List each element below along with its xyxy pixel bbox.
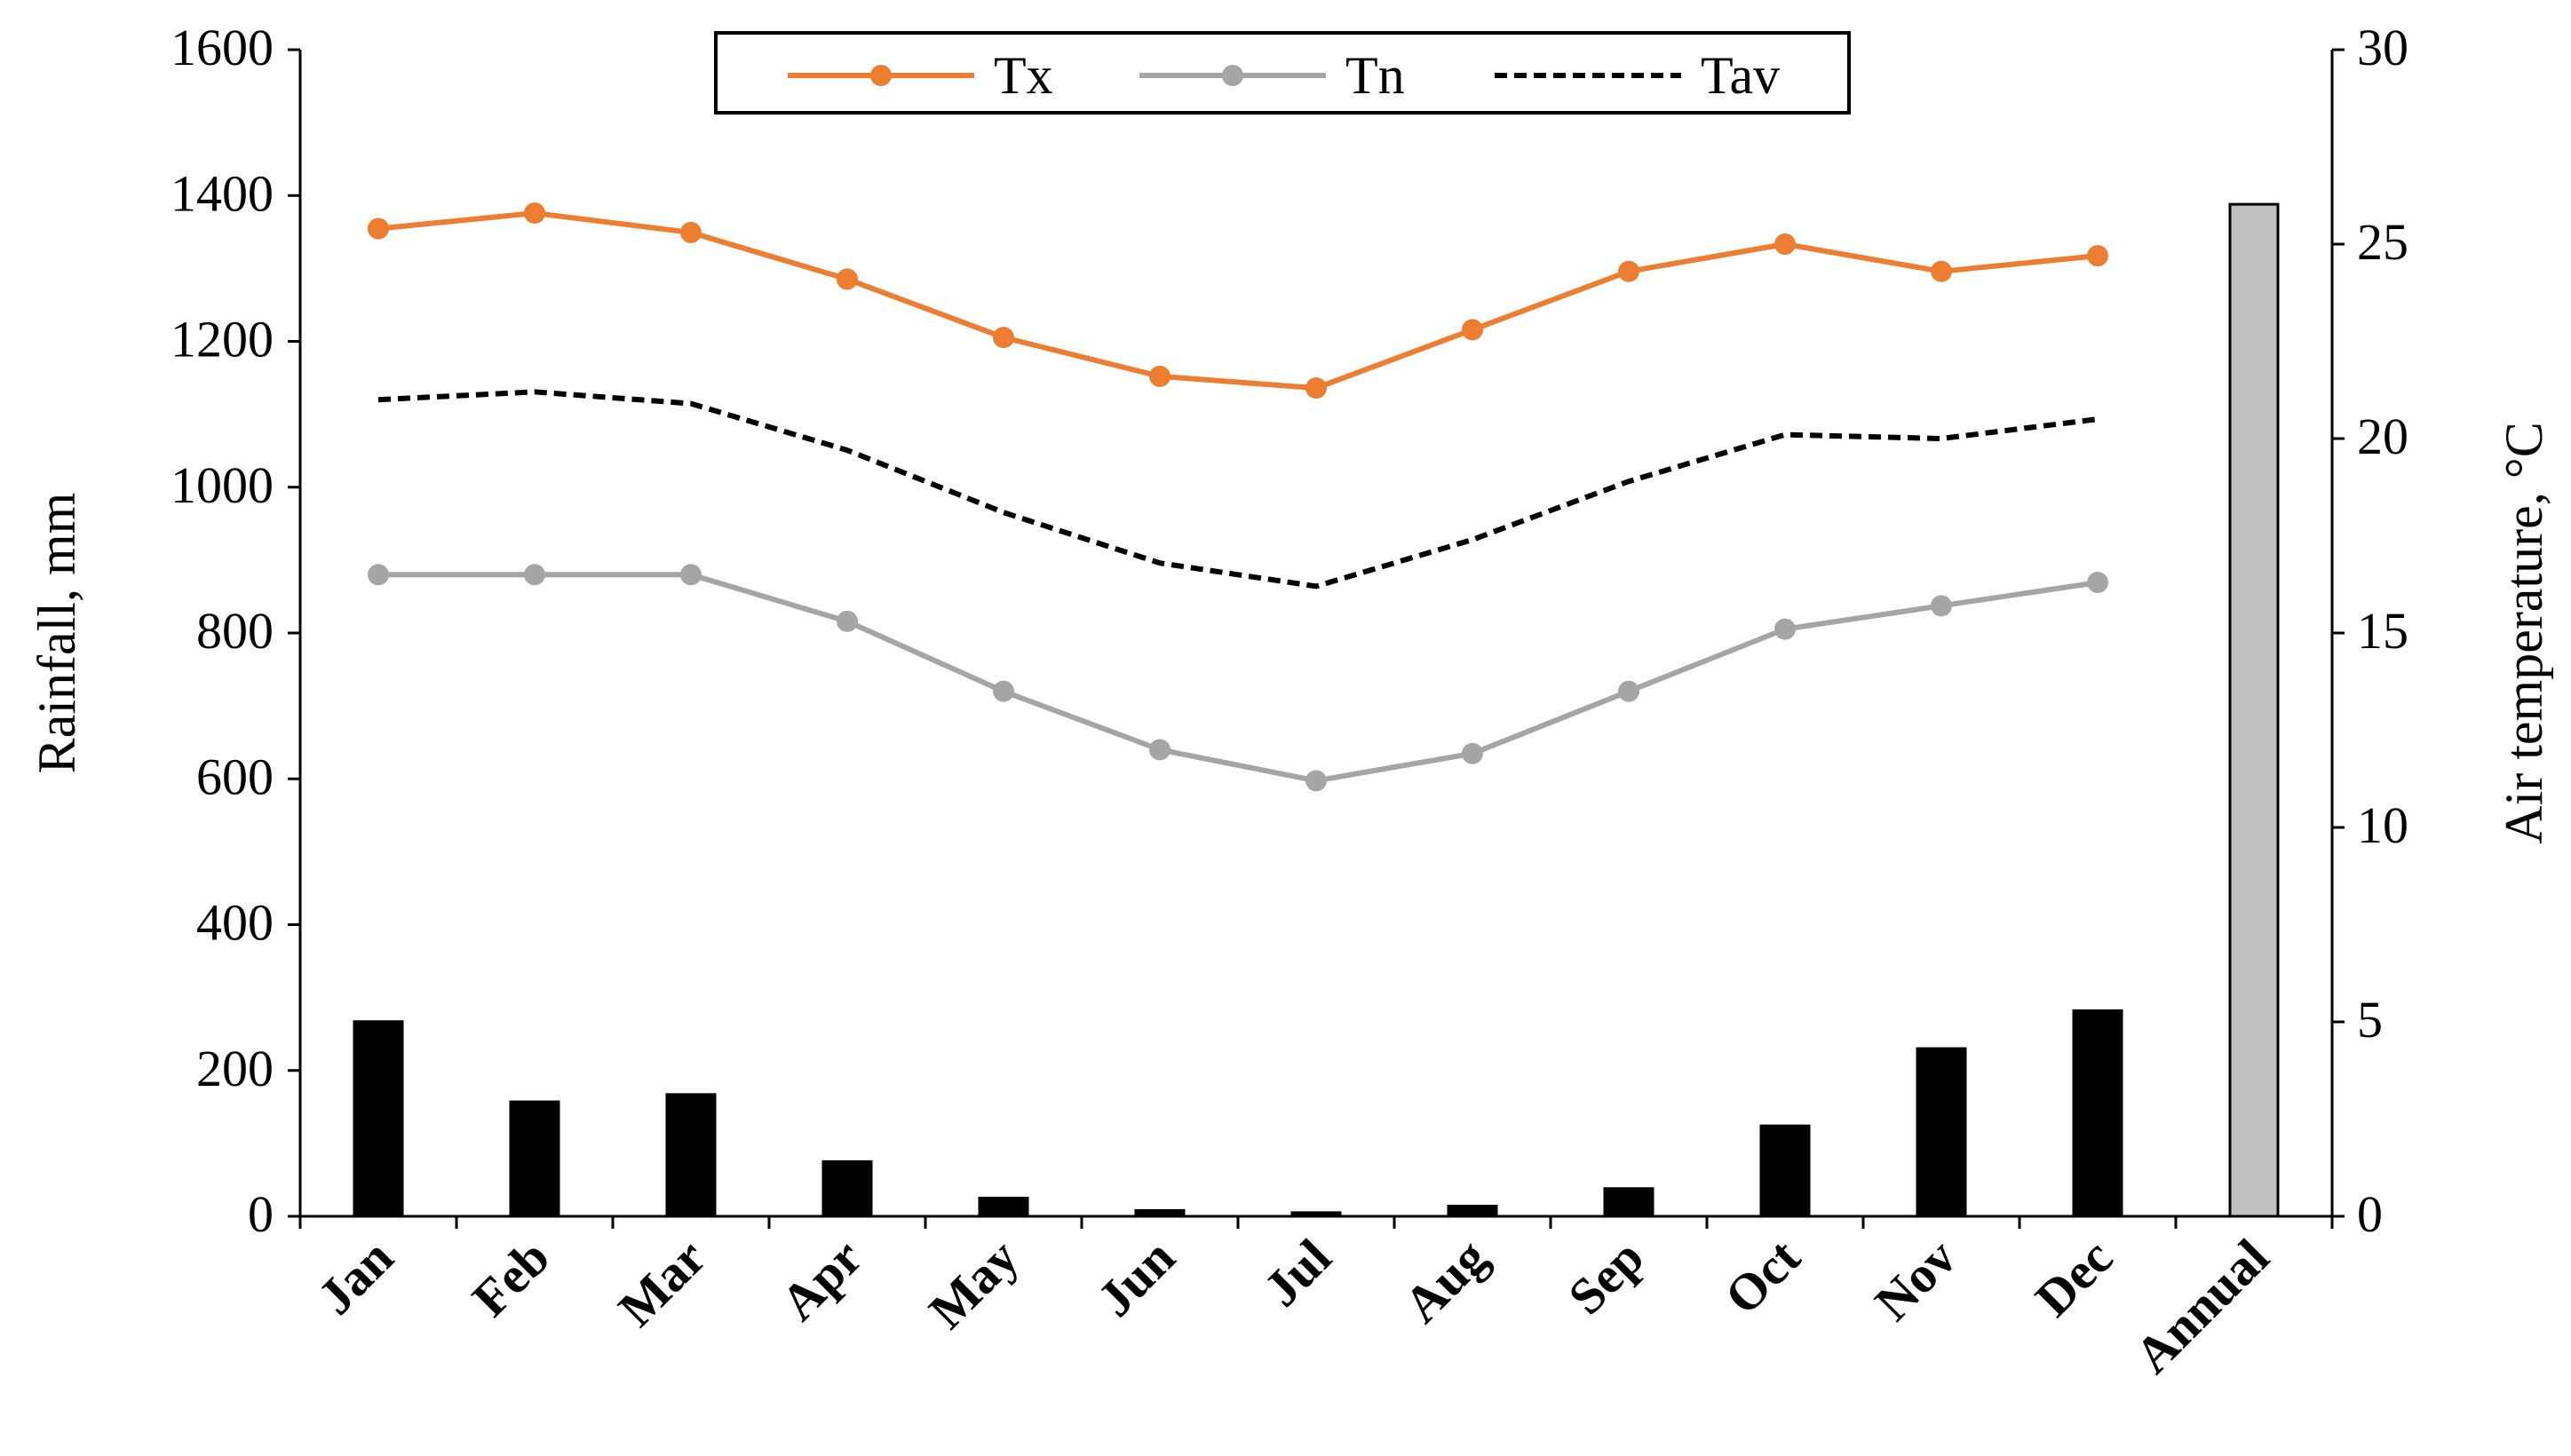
left-tick-label-0: 0	[248, 1185, 274, 1243]
x-tick-label-jun: Jun	[1086, 1228, 1186, 1327]
right-tick-label-15: 15	[2357, 602, 2408, 660]
tx-point-jul	[1305, 377, 1327, 400]
tx-point-jun	[1149, 365, 1170, 387]
right-tick-label-0: 0	[2357, 1185, 2383, 1243]
x-tick-label-oct: Oct	[1713, 1228, 1811, 1325]
tx-point-feb	[524, 202, 545, 224]
tn-point-aug	[1462, 742, 1483, 764]
x-tick-label-jul: Jul	[1253, 1228, 1343, 1318]
tn-point-may	[993, 680, 1014, 702]
tx-point-may	[993, 327, 1014, 349]
left-tick-label-600: 600	[196, 748, 274, 805]
right-tick-label-30: 30	[2357, 19, 2408, 76]
tn-point-jul	[1305, 770, 1327, 792]
x-tick-label-nov: Nov	[1864, 1228, 1968, 1332]
left-tick-label-400: 400	[196, 894, 274, 952]
rainfall-bar-nov	[1916, 1047, 1967, 1218]
rainfall-bar-oct	[1759, 1124, 1811, 1218]
tn-point-oct	[1774, 618, 1796, 640]
tn-point-dec	[2087, 572, 2108, 594]
tav-line	[377, 389, 2099, 590]
tx-point-dec	[2087, 245, 2108, 267]
rainfall-bars	[353, 202, 2280, 1218]
rainfall-bar-mar	[665, 1093, 717, 1218]
tx-point-mar	[680, 221, 702, 243]
tx-point-jan	[368, 218, 389, 240]
left-tick-label-1400: 1400	[171, 164, 274, 222]
rainfall-bar-apr	[821, 1159, 873, 1218]
tn-point-mar	[680, 564, 702, 586]
tn-point-jan	[368, 564, 389, 586]
legend-marker-tx	[870, 65, 892, 86]
x-tick-label-mar: Mar	[607, 1228, 717, 1337]
left-tick-label-1600: 1600	[171, 19, 274, 76]
legend-label-tx: Tx	[994, 46, 1053, 105]
rainfall-bar-dec	[2072, 1009, 2123, 1218]
tx-point-nov	[1931, 260, 1952, 282]
y2-axis-title: Air temperature, °C	[2495, 422, 2553, 844]
tx-point-apr	[837, 268, 858, 290]
rainfall-bar-feb	[509, 1100, 560, 1218]
x-tick-label-feb: Feb	[461, 1228, 560, 1327]
x-tick-label-jan: Jan	[306, 1228, 404, 1325]
tn-point-feb	[524, 564, 545, 586]
temperature-lines	[368, 202, 2108, 792]
tx-point-oct	[1774, 233, 1796, 255]
tn-point-jun	[1149, 739, 1170, 761]
tx-point-sep	[1618, 260, 1639, 282]
rainfall-bar-jan	[353, 1020, 404, 1218]
left-tick-label-1200: 1200	[171, 311, 274, 368]
left-tick-label-1000: 1000	[171, 456, 274, 514]
rainfall-bar-annual	[2228, 202, 2280, 1218]
legend-label-tn: Tn	[1345, 46, 1405, 105]
right-tick-label-10: 10	[2357, 796, 2408, 854]
right-tick-label-25: 25	[2357, 213, 2408, 271]
right-tick-label-20: 20	[2357, 408, 2408, 465]
tn-point-nov	[1931, 595, 1952, 617]
x-tick-label-may: May	[918, 1228, 1030, 1340]
tn-line	[376, 572, 2100, 784]
left-tick-label-800: 800	[196, 602, 274, 660]
x-tick-label-annual: Annual	[2123, 1228, 2280, 1384]
tn-point-sep	[1618, 680, 1639, 702]
rainfall-bar-may	[978, 1196, 1029, 1218]
legend: Tx Tn Tav	[714, 31, 1851, 115]
x-tick-label-apr: Apr	[770, 1228, 874, 1332]
x-tick-label-sep: Sep	[1557, 1228, 1654, 1325]
tn-point-apr	[837, 610, 858, 632]
tx-point-aug	[1462, 319, 1483, 341]
tx-line	[376, 210, 2100, 392]
left-tick-label-200: 200	[196, 1040, 274, 1097]
y-axis-title: Rainfall, mm	[28, 493, 86, 774]
rainfall-bar-sep	[1603, 1187, 1654, 1218]
x-tick-label-aug: Aug	[1393, 1228, 1498, 1333]
x-tick-label-dec: Dec	[2024, 1228, 2123, 1327]
legend-marker-tn	[1222, 65, 1243, 86]
right-tick-label-5: 5	[2357, 991, 2383, 1048]
legend-label-tav: Tav	[1701, 46, 1780, 105]
rainfall-bar-aug	[1447, 1205, 1498, 1218]
